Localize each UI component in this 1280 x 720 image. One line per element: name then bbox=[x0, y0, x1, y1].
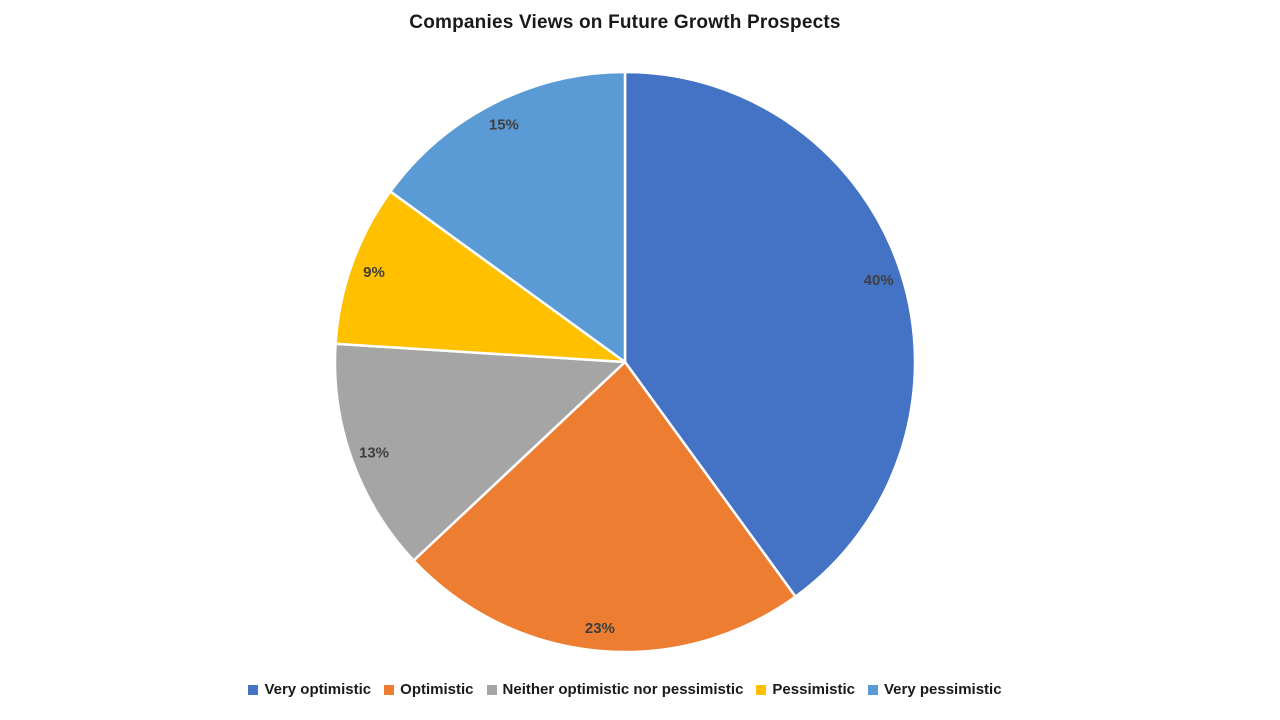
legend-item-neither-optimistic-nor-pessimistic: Neither optimistic nor pessimistic bbox=[486, 681, 744, 698]
pie-slice-optimistic bbox=[412, 360, 797, 654]
legend-marker-icon bbox=[756, 684, 767, 695]
legend-label: Pessimistic bbox=[772, 681, 855, 698]
legend-label: Neither optimistic nor pessimistic bbox=[502, 681, 744, 698]
legend-marker-icon bbox=[867, 684, 878, 695]
legend-label: Optimistic bbox=[400, 681, 474, 698]
legend-label: Very pessimistic bbox=[883, 681, 1002, 698]
legend-marker-icon bbox=[486, 684, 497, 695]
data-label: 40% bbox=[864, 272, 894, 289]
pie-slice-pessimistic bbox=[334, 190, 627, 364]
legend-marker-icon bbox=[384, 684, 395, 695]
legend-item-very-optimistic: Very optimistic bbox=[248, 681, 371, 698]
pie-slice-very-pessimistic bbox=[389, 70, 627, 364]
chart-title: Companies Views on Future Growth Prospec… bbox=[409, 12, 841, 33]
legend-label: Very optimistic bbox=[264, 681, 372, 698]
pie-slice-neither-optimistic-nor-pessimistic bbox=[333, 342, 627, 562]
legend-item-pessimistic: Pessimistic bbox=[756, 681, 855, 698]
data-label: 23% bbox=[585, 620, 615, 637]
data-label: 15% bbox=[489, 117, 519, 134]
legend: Very optimistic Optimistic Neither optimis… bbox=[0, 681, 1250, 698]
legend-marker-icon bbox=[248, 684, 259, 695]
legend-item-very-pessimistic: Very pessimistic bbox=[867, 681, 1002, 698]
data-label: 9% bbox=[363, 264, 385, 281]
pie-slice-very-optimistic bbox=[623, 70, 917, 598]
data-label: 13% bbox=[359, 445, 389, 462]
legend-item-optimistic: Optimistic bbox=[384, 681, 474, 698]
